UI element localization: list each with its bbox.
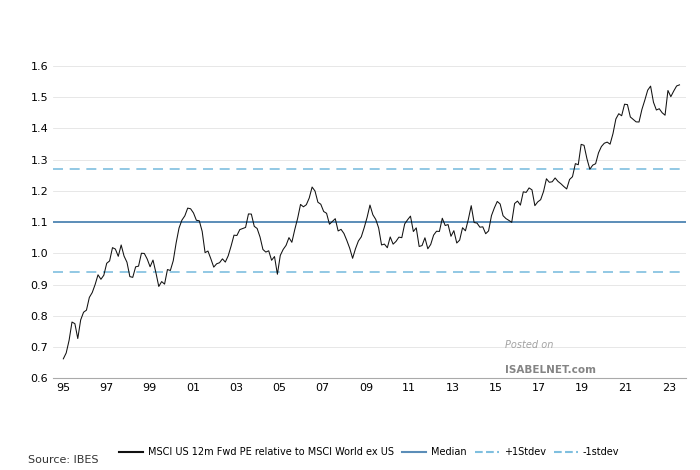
Text: Source: IBES: Source: IBES: [28, 455, 99, 465]
Legend: MSCI US 12m Fwd PE relative to MSCI World ex US, Median, +1Stdev, -1stdev: MSCI US 12m Fwd PE relative to MSCI Worl…: [116, 443, 623, 461]
Text: Posted on: Posted on: [505, 340, 554, 350]
Text: ISABELNET.com: ISABELNET.com: [505, 365, 596, 375]
Text: MSCI US 12m Fwd. P/E relative: MSCI US 12m Fwd. P/E relative: [18, 23, 379, 43]
